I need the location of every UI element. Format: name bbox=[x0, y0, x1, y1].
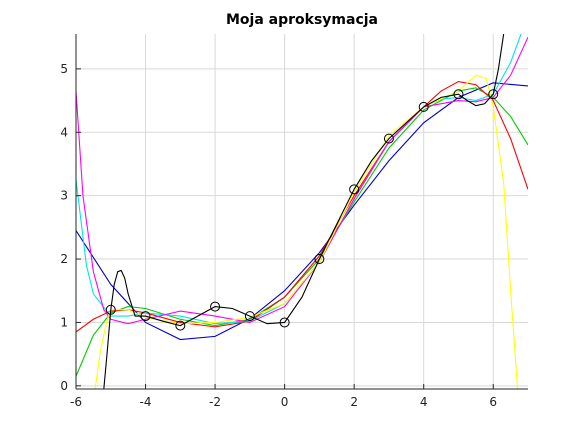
data-point bbox=[279, 317, 290, 328]
x-tick-label: 6 bbox=[489, 395, 497, 409]
data-point bbox=[453, 89, 464, 100]
y-tick-label: 5 bbox=[60, 62, 68, 76]
y-tick-label: 2 bbox=[60, 252, 68, 266]
x-tick-label: 2 bbox=[350, 395, 358, 409]
axes: -6 -4 -2 0 2 4 6 0 1 2 3 4 5 bbox=[60, 34, 528, 409]
series-line-3 bbox=[76, 80, 528, 333]
y-tick-label: 4 bbox=[60, 125, 68, 139]
data-point bbox=[314, 254, 325, 265]
series-line-7 bbox=[103, 34, 505, 389]
x-tick-label: -4 bbox=[140, 395, 152, 409]
data-point bbox=[383, 133, 394, 144]
data-point bbox=[210, 301, 221, 312]
x-tick-label: 0 bbox=[281, 395, 289, 409]
grid bbox=[75, 34, 528, 389]
y-tick-label: 1 bbox=[60, 315, 68, 329]
data-point bbox=[175, 320, 186, 331]
series-line-1 bbox=[76, 82, 528, 341]
y-tick-label: 0 bbox=[60, 379, 68, 393]
data-point bbox=[140, 311, 151, 322]
series-layer bbox=[76, 34, 528, 389]
y-tick-label: 3 bbox=[60, 189, 68, 203]
x-tick-label: -6 bbox=[70, 395, 82, 409]
x-tick-label: -2 bbox=[209, 395, 221, 409]
data-markers bbox=[105, 89, 499, 331]
series-line-6 bbox=[94, 74, 519, 389]
data-point bbox=[488, 89, 499, 100]
series-line-5 bbox=[76, 36, 528, 325]
chart-title: Moja aproksymacja bbox=[226, 12, 378, 28]
data-point bbox=[418, 101, 429, 112]
series-line-2 bbox=[76, 87, 528, 377]
data-point bbox=[349, 184, 360, 195]
x-tick-label: 4 bbox=[420, 395, 428, 409]
data-point bbox=[244, 311, 255, 322]
data-point bbox=[105, 304, 116, 315]
